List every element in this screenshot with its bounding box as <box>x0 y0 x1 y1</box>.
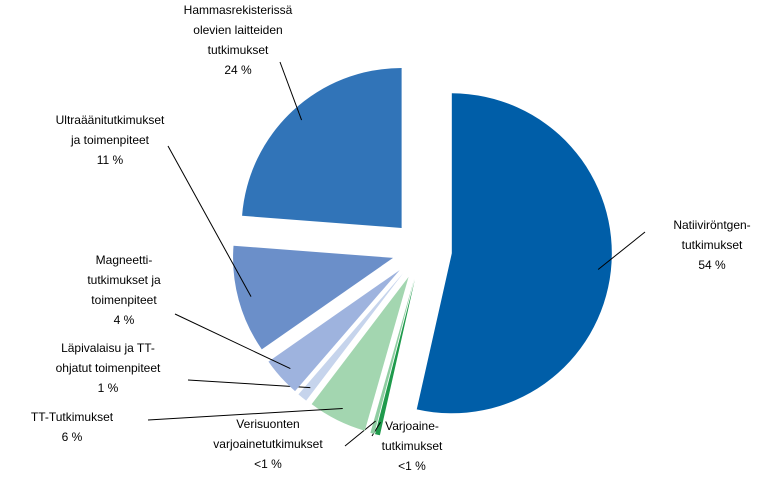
pie-slice <box>268 270 400 392</box>
category-label: TT-Tutkimukset <box>30 410 114 424</box>
slice-label: Varjoaine- tutkimukset <1 % <box>382 416 443 476</box>
leader-line <box>371 421 381 437</box>
category-label: Läpivalaisu ja TT- ohjatut toimenpiteet <box>55 341 161 375</box>
value-label: <1 % <box>254 457 282 471</box>
slice-label: Magneetti- tutkimukset ja toimenpiteet 4 … <box>87 250 160 330</box>
leader-line <box>279 61 303 121</box>
pie-slice <box>242 67 402 228</box>
category-label: Ultraäänitutkimukset ja toimenpiteet <box>55 113 165 147</box>
slice-label: Hammasrekisterissä olevien laitteiden tu… <box>184 0 293 80</box>
leader-line <box>167 145 252 297</box>
category-label: Varjoaine- tutkimukset <box>381 419 443 453</box>
leader-line <box>174 313 291 370</box>
value-label: 24 % <box>224 63 252 77</box>
pie-slice <box>375 279 415 436</box>
slice-label: Natiiviröntgen- tutkimukset 54 % <box>673 215 750 275</box>
value-label: 6 % <box>61 430 83 444</box>
leader-line <box>344 420 376 447</box>
pie-slice <box>311 276 409 431</box>
category-label: Natiiviröntgen- tutkimukset <box>673 218 751 252</box>
slice-label: Läpivalaisu ja TT- ohjatut toimenpiteet 1… <box>56 338 161 398</box>
slice-label: Verisuonten varjoainetutkimukset <1 % <box>213 414 322 474</box>
value-label: 4 % <box>113 313 135 327</box>
value-label: 54 % <box>698 258 726 272</box>
category-label: Magneetti- tutkimukset ja toimenpiteet <box>87 253 161 307</box>
category-label: Verisuonten varjoainetutkimukset <box>213 417 323 451</box>
slice-label: Ultraäänitutkimukset ja toimenpiteet 11 % <box>56 110 165 170</box>
pie-slice <box>233 245 394 350</box>
leader-line <box>597 231 646 270</box>
leader-line <box>147 407 343 421</box>
value-label: <1 % <box>398 459 426 473</box>
pie-slice <box>416 93 612 414</box>
pie-slice <box>298 273 404 401</box>
value-label: 11 % <box>96 153 124 167</box>
value-label: 1 % <box>97 381 119 395</box>
slice-label: TT-Tutkimukset 6 % <box>31 407 113 447</box>
pie-slice <box>370 278 415 434</box>
category-label: Hammasrekisterissä olevien laitteiden tu… <box>183 3 293 57</box>
